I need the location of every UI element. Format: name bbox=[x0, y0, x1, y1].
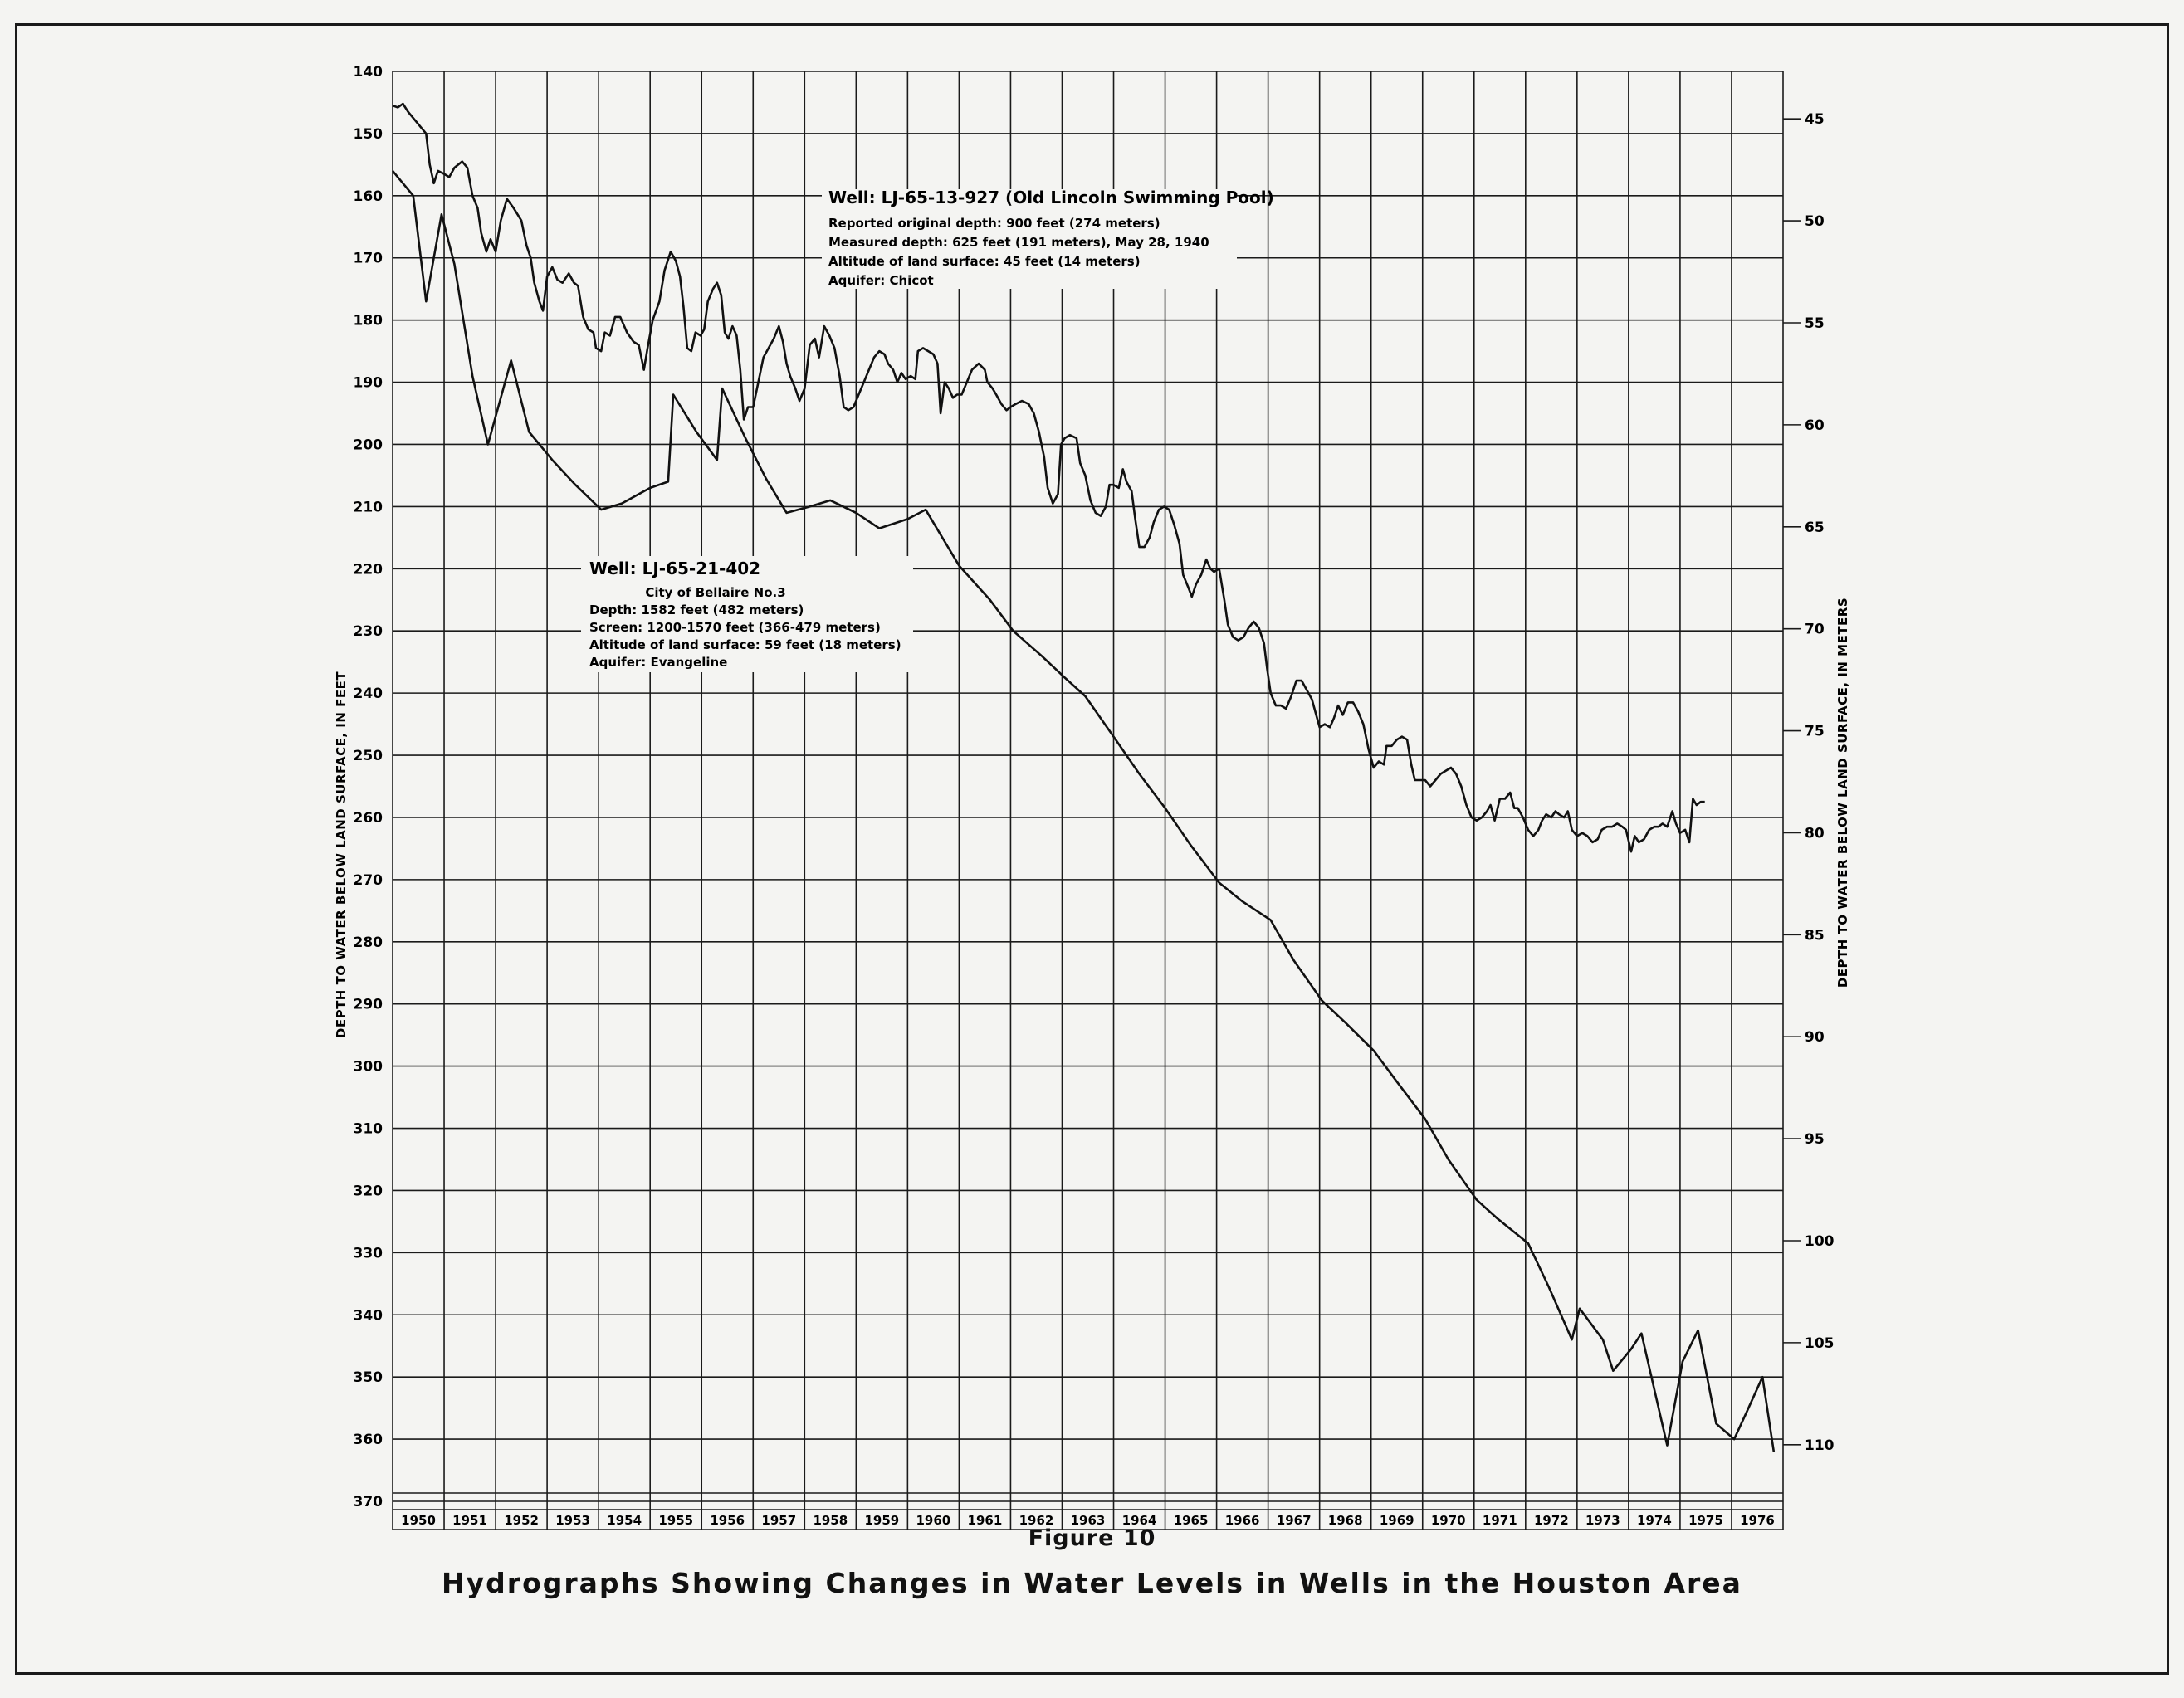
x-tick-label-year: 1970 bbox=[1431, 1513, 1466, 1528]
x-tick-label-year: 1952 bbox=[504, 1513, 539, 1528]
annotation-line-chicot: Reported original depth: 900 feet (274 m… bbox=[828, 216, 1160, 231]
series bbox=[391, 102, 1776, 1452]
x-tick-label-year: 1954 bbox=[607, 1513, 642, 1528]
y-tick-label-feet: 300 bbox=[354, 1059, 384, 1076]
figure-caption: Hydrographs Showing Changes in Water Lev… bbox=[442, 1567, 1742, 1599]
y-tick-label-feet: 330 bbox=[354, 1245, 384, 1261]
annotation-line-evangeline: Well: LJ-65-21-402 bbox=[589, 559, 760, 578]
page-frame bbox=[15, 23, 2169, 1675]
y-tick-label-feet: 220 bbox=[354, 561, 384, 578]
y-tick-label-meters: 85 bbox=[1805, 927, 1825, 944]
y-tick-label-meters: 55 bbox=[1805, 315, 1825, 332]
y-tick-label-meters: 105 bbox=[1805, 1335, 1835, 1352]
x-tick-label-year: 1961 bbox=[968, 1513, 1003, 1528]
x-tick-label-year: 1973 bbox=[1585, 1513, 1620, 1528]
y-tick-label-feet: 170 bbox=[354, 251, 384, 267]
x-tick-label-year: 1969 bbox=[1380, 1513, 1414, 1528]
annotation-line-evangeline: Depth: 1582 feet (482 meters) bbox=[589, 603, 804, 617]
y-tick-label-meters: 100 bbox=[1805, 1233, 1835, 1250]
series-line-evangeline bbox=[391, 170, 1776, 1452]
y-tick-label-meters: 45 bbox=[1805, 111, 1825, 128]
y-tick-label-meters: 110 bbox=[1805, 1437, 1835, 1454]
x-tick-label-year: 1971 bbox=[1483, 1513, 1517, 1528]
x-axis-year-labels: 1950 1951 1952 1953 1954 1955 1956 1957 1958 1959… bbox=[401, 1513, 1775, 1528]
x-tick-label-year: 1964 bbox=[1122, 1513, 1157, 1528]
x-tick-label-year: 1953 bbox=[555, 1513, 590, 1528]
annotation-background bbox=[581, 556, 913, 672]
x-tick-label-year: 1974 bbox=[1637, 1513, 1672, 1528]
annotation-line-evangeline: Altitude of land surface: 59 feet (18 me… bbox=[589, 637, 901, 652]
x-tick-label-year: 1975 bbox=[1688, 1513, 1723, 1528]
y-tick-label-meters: 50 bbox=[1805, 213, 1825, 230]
x-tick-label-year: 1951 bbox=[452, 1513, 487, 1528]
x-tick-label-year: 1976 bbox=[1740, 1513, 1775, 1528]
y-tick-label-meters: 80 bbox=[1805, 825, 1825, 842]
annotation-background bbox=[822, 189, 1237, 289]
x-tick-label-year: 1956 bbox=[710, 1513, 745, 1528]
annotation-line-evangeline: Aquifer: Evangeline bbox=[589, 655, 727, 670]
x-tick-label-year: 1955 bbox=[658, 1513, 693, 1528]
x-tick-label-year: 1963 bbox=[1071, 1513, 1106, 1528]
y-tick-label-feet: 360 bbox=[354, 1432, 384, 1448]
y-tick-label-feet: 230 bbox=[354, 623, 384, 640]
y-tick-label-feet: 280 bbox=[354, 934, 384, 951]
x-tick-label-year: 1965 bbox=[1174, 1513, 1209, 1528]
y-tick-label-meters: 60 bbox=[1805, 417, 1825, 434]
x-tick-label-year: 1962 bbox=[1019, 1513, 1054, 1528]
grid bbox=[392, 71, 1784, 1530]
y-tick-label-feet: 270 bbox=[354, 872, 384, 889]
x-tick-label-year: 1968 bbox=[1328, 1513, 1363, 1528]
left-axis-ticks: 140 150 160 170 180 190 200 210 220 230 240 250 260 2… bbox=[354, 64, 384, 1510]
y-tick-label-meters: 75 bbox=[1805, 724, 1825, 740]
y-tick-label-feet: 350 bbox=[354, 1369, 384, 1386]
y-tick-label-feet: 240 bbox=[354, 686, 384, 702]
annotation-line-chicot: Well: LJ-65-13-927 (Old Lincoln Swimming… bbox=[828, 188, 1274, 207]
x-tick-label-year: 1960 bbox=[916, 1513, 951, 1528]
y-tick-label-feet: 150 bbox=[354, 126, 384, 143]
y-tick-label-meters: 70 bbox=[1805, 622, 1825, 638]
y-tick-label-feet: 210 bbox=[354, 499, 384, 515]
x-tick-label-year: 1958 bbox=[813, 1513, 848, 1528]
annotation-line-chicot: Aquifer: Chicot bbox=[828, 273, 934, 288]
y-tick-label-feet: 260 bbox=[354, 810, 384, 827]
x-tick-label-year: 1957 bbox=[761, 1513, 796, 1528]
annotation-line-chicot: Measured depth: 625 feet (191 meters), M… bbox=[828, 235, 1209, 250]
y-tick-label-feet: 180 bbox=[354, 313, 384, 329]
y-tick-label-feet: 320 bbox=[354, 1183, 384, 1199]
y-tick-label-feet: 290 bbox=[354, 997, 384, 1013]
x-tick-label-year: 1959 bbox=[864, 1513, 899, 1528]
y-axis-title-feet: DEPTH TO WATER BELOW LAND SURFACE, IN FE… bbox=[334, 671, 349, 1039]
y-tick-label-feet: 190 bbox=[354, 375, 384, 392]
y-tick-label-meters: 65 bbox=[1805, 520, 1825, 536]
figure-number: Figure 10 bbox=[1028, 1525, 1156, 1551]
annotation-line-evangeline: City of Bellaire No.3 bbox=[645, 585, 785, 600]
annotation-line-chicot: Altitude of land surface: 45 feet (14 me… bbox=[828, 254, 1141, 269]
y-tick-label-feet: 310 bbox=[354, 1121, 384, 1138]
y-tick-label-feet: 250 bbox=[354, 748, 384, 764]
x-tick-label-year: 1967 bbox=[1277, 1513, 1312, 1528]
x-tick-label-year: 1966 bbox=[1225, 1513, 1260, 1528]
annotation-line-evangeline: Screen: 1200-1570 feet (366-479 meters) bbox=[589, 620, 881, 635]
right-axis-ticks: 45 50 55 60 65 70 75 80 85 90 95 100 105 110 bbox=[1783, 111, 1835, 1454]
x-tick-label-year: 1950 bbox=[401, 1513, 436, 1528]
series-line-chicot bbox=[392, 102, 1705, 853]
y-tick-label-feet: 200 bbox=[354, 437, 384, 453]
y-axis-title-meters: DEPTH TO WATER BELOW LAND SURFACE, IN ME… bbox=[1835, 598, 1850, 988]
y-tick-label-meters: 95 bbox=[1805, 1131, 1825, 1148]
y-tick-label-feet: 340 bbox=[354, 1307, 384, 1324]
y-tick-label-feet: 370 bbox=[354, 1494, 384, 1510]
x-tick-label-year: 1972 bbox=[1534, 1513, 1569, 1528]
y-tick-label-meters: 90 bbox=[1805, 1029, 1825, 1046]
y-tick-label-feet: 140 bbox=[354, 64, 384, 81]
annotations: Well: LJ-65-13-927 (Old Lincoln Swimming… bbox=[581, 188, 1274, 672]
y-tick-label-feet: 160 bbox=[354, 188, 384, 205]
